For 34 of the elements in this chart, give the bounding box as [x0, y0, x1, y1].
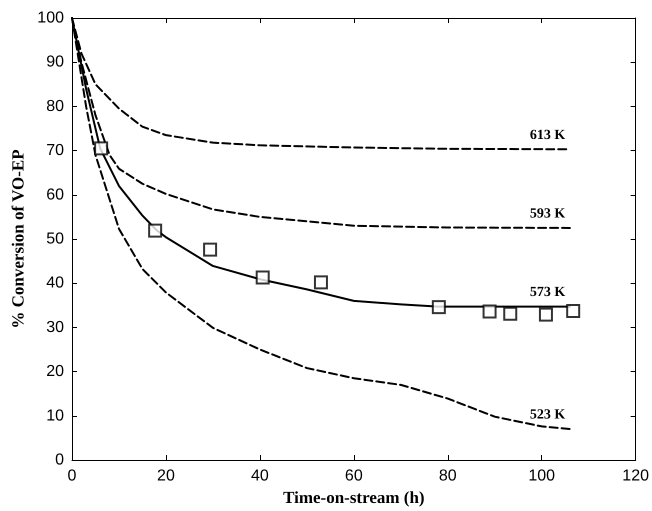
y-tick-label: 30 [46, 318, 64, 336]
point [482, 304, 497, 318]
x-tick-label: 40 [250, 468, 269, 484]
y-tick-label: 90 [46, 54, 64, 71]
y-tick-label: 60 [46, 186, 64, 204]
y-tick-label: 20 [46, 363, 64, 380]
series-label: 593 K [530, 206, 566, 222]
x-tick-label: 60 [344, 468, 363, 484]
series-label: 523 K [530, 408, 566, 423]
y-tick-label: 10 [46, 407, 64, 424]
point [148, 224, 162, 238]
y-tick-label: 80 [46, 98, 64, 115]
point [256, 270, 270, 284]
point [203, 242, 218, 257]
y-tick-label: 70 [46, 142, 64, 160]
series-label: 613 K [530, 128, 566, 143]
y-axis-title: % Conversion of VO-EP [8, 149, 28, 329]
y-tick-label: 0 [55, 452, 64, 468]
y-tick-label: 50 [46, 230, 64, 248]
x-axis-title: Time-on-stream (h) [283, 488, 425, 507]
point [538, 308, 553, 322]
y-tick-label: 100 [37, 10, 64, 26]
x-tick-label: 0 [68, 468, 77, 484]
point [503, 306, 518, 321]
point [566, 304, 580, 318]
point [94, 141, 108, 156]
x-tick-label: 120 [622, 468, 650, 484]
series-label: 573 K [530, 285, 566, 300]
y-tick-label: 40 [46, 274, 64, 292]
x-tick-label: 20 [157, 468, 175, 484]
x-tick-label: 80 [438, 468, 457, 484]
point [314, 275, 328, 290]
x-tick-label: 100 [528, 468, 556, 484]
point [432, 300, 446, 314]
